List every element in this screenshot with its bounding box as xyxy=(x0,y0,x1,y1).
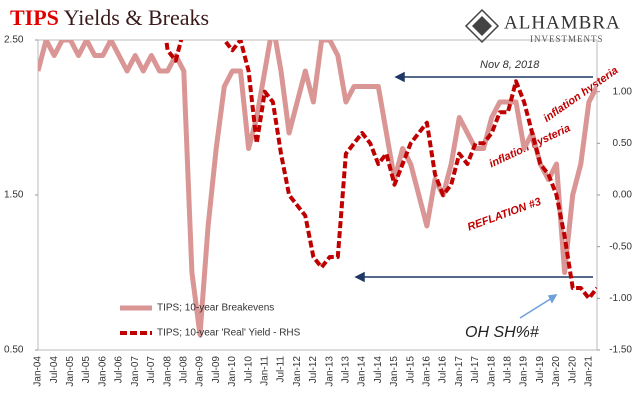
y2-tick-label: -1.00 xyxy=(609,293,632,304)
logo: ALHAMBRA INVESTMENTS xyxy=(464,8,621,44)
plot-lines xyxy=(38,40,597,337)
x-tick-label: Jul-18 xyxy=(503,356,514,384)
x-tick-label: Jan-11 xyxy=(259,356,270,386)
legend-label: TIPS; 10-year 'Real' Yield - RHS xyxy=(157,328,301,339)
x-tick-label: Jul-14 xyxy=(373,356,384,384)
y2-tick-label: -1.50 xyxy=(609,345,632,356)
x-tick-label: Jan-18 xyxy=(486,356,497,387)
x-tick-label: Jan-04 xyxy=(33,356,44,387)
x-tick-label: Jul-08 xyxy=(178,356,189,384)
legend-label: TIPS; 10-year Breakevens xyxy=(157,303,274,314)
y-tick-label: 0.50 xyxy=(4,345,24,356)
x-tick-label: Jul-07 xyxy=(146,356,157,384)
x-tick-label: Jan-05 xyxy=(65,356,76,387)
x-tick-label: Jul-10 xyxy=(243,356,254,384)
x-tick-label: Jan-20 xyxy=(551,356,562,387)
x-tick-label: Jul-19 xyxy=(535,356,546,384)
x-tick-label: Jul-13 xyxy=(340,356,351,384)
x-tick-label: Jan-08 xyxy=(162,356,173,387)
x-tick-label: Jul-12 xyxy=(308,356,319,384)
x-tick-label: Jan-17 xyxy=(454,356,465,387)
x-tick-label: Jan-13 xyxy=(324,356,335,387)
x-tick-label: Jan-19 xyxy=(519,356,530,387)
series-line xyxy=(38,40,597,337)
y2-tick-label: 0.00 xyxy=(613,190,633,201)
x-tick-label: Jan-14 xyxy=(357,356,368,387)
y2-tick-label: 0.50 xyxy=(613,138,633,149)
x-tick-label: Jul-05 xyxy=(81,356,92,384)
x-tick-label: Jan-15 xyxy=(389,356,400,387)
x-tick-label: Jul-15 xyxy=(405,356,416,384)
x-tick-label: Jan-16 xyxy=(422,356,433,387)
chart-title: TIPS Yields & Breaks xyxy=(10,5,209,30)
logo-tagline: INVESTMENTS xyxy=(530,34,604,44)
x-tick-label: Jan-07 xyxy=(130,356,141,387)
x-tick-label: Jul-09 xyxy=(211,356,222,384)
logo-name: ALHAMBRA xyxy=(504,12,621,33)
x-tick-label: Jan-06 xyxy=(97,356,108,387)
y2-tick-label: -0.50 xyxy=(609,241,632,252)
x-tick-label: Jul-20 xyxy=(567,356,578,384)
x-tick-label: Jan-21 xyxy=(584,356,595,387)
x-tick-label: Jan-12 xyxy=(292,356,303,387)
x-tick-label: Jan-09 xyxy=(195,356,206,387)
x-tick-label: Jul-04 xyxy=(49,356,60,384)
x-tick-label: Jul-16 xyxy=(438,356,449,384)
annotation: OH SH%# xyxy=(465,324,540,341)
annotation: REFLATION #3 xyxy=(466,196,543,234)
x-tick-label: Jul-17 xyxy=(470,356,481,384)
annotation: Nov 8, 2018 xyxy=(480,59,540,71)
y-tick-label: 2.50 xyxy=(4,35,24,46)
y-tick-label: 1.50 xyxy=(4,190,24,201)
y2-tick-label: 1.00 xyxy=(613,86,633,97)
arrows xyxy=(354,71,593,319)
x-tick-label: Jul-11 xyxy=(276,356,287,383)
annotation: inflation hysteria xyxy=(542,65,621,125)
x-tick-label: Jan-10 xyxy=(227,356,238,387)
x-tick-label: Jul-06 xyxy=(114,356,125,384)
series-line xyxy=(164,40,597,301)
